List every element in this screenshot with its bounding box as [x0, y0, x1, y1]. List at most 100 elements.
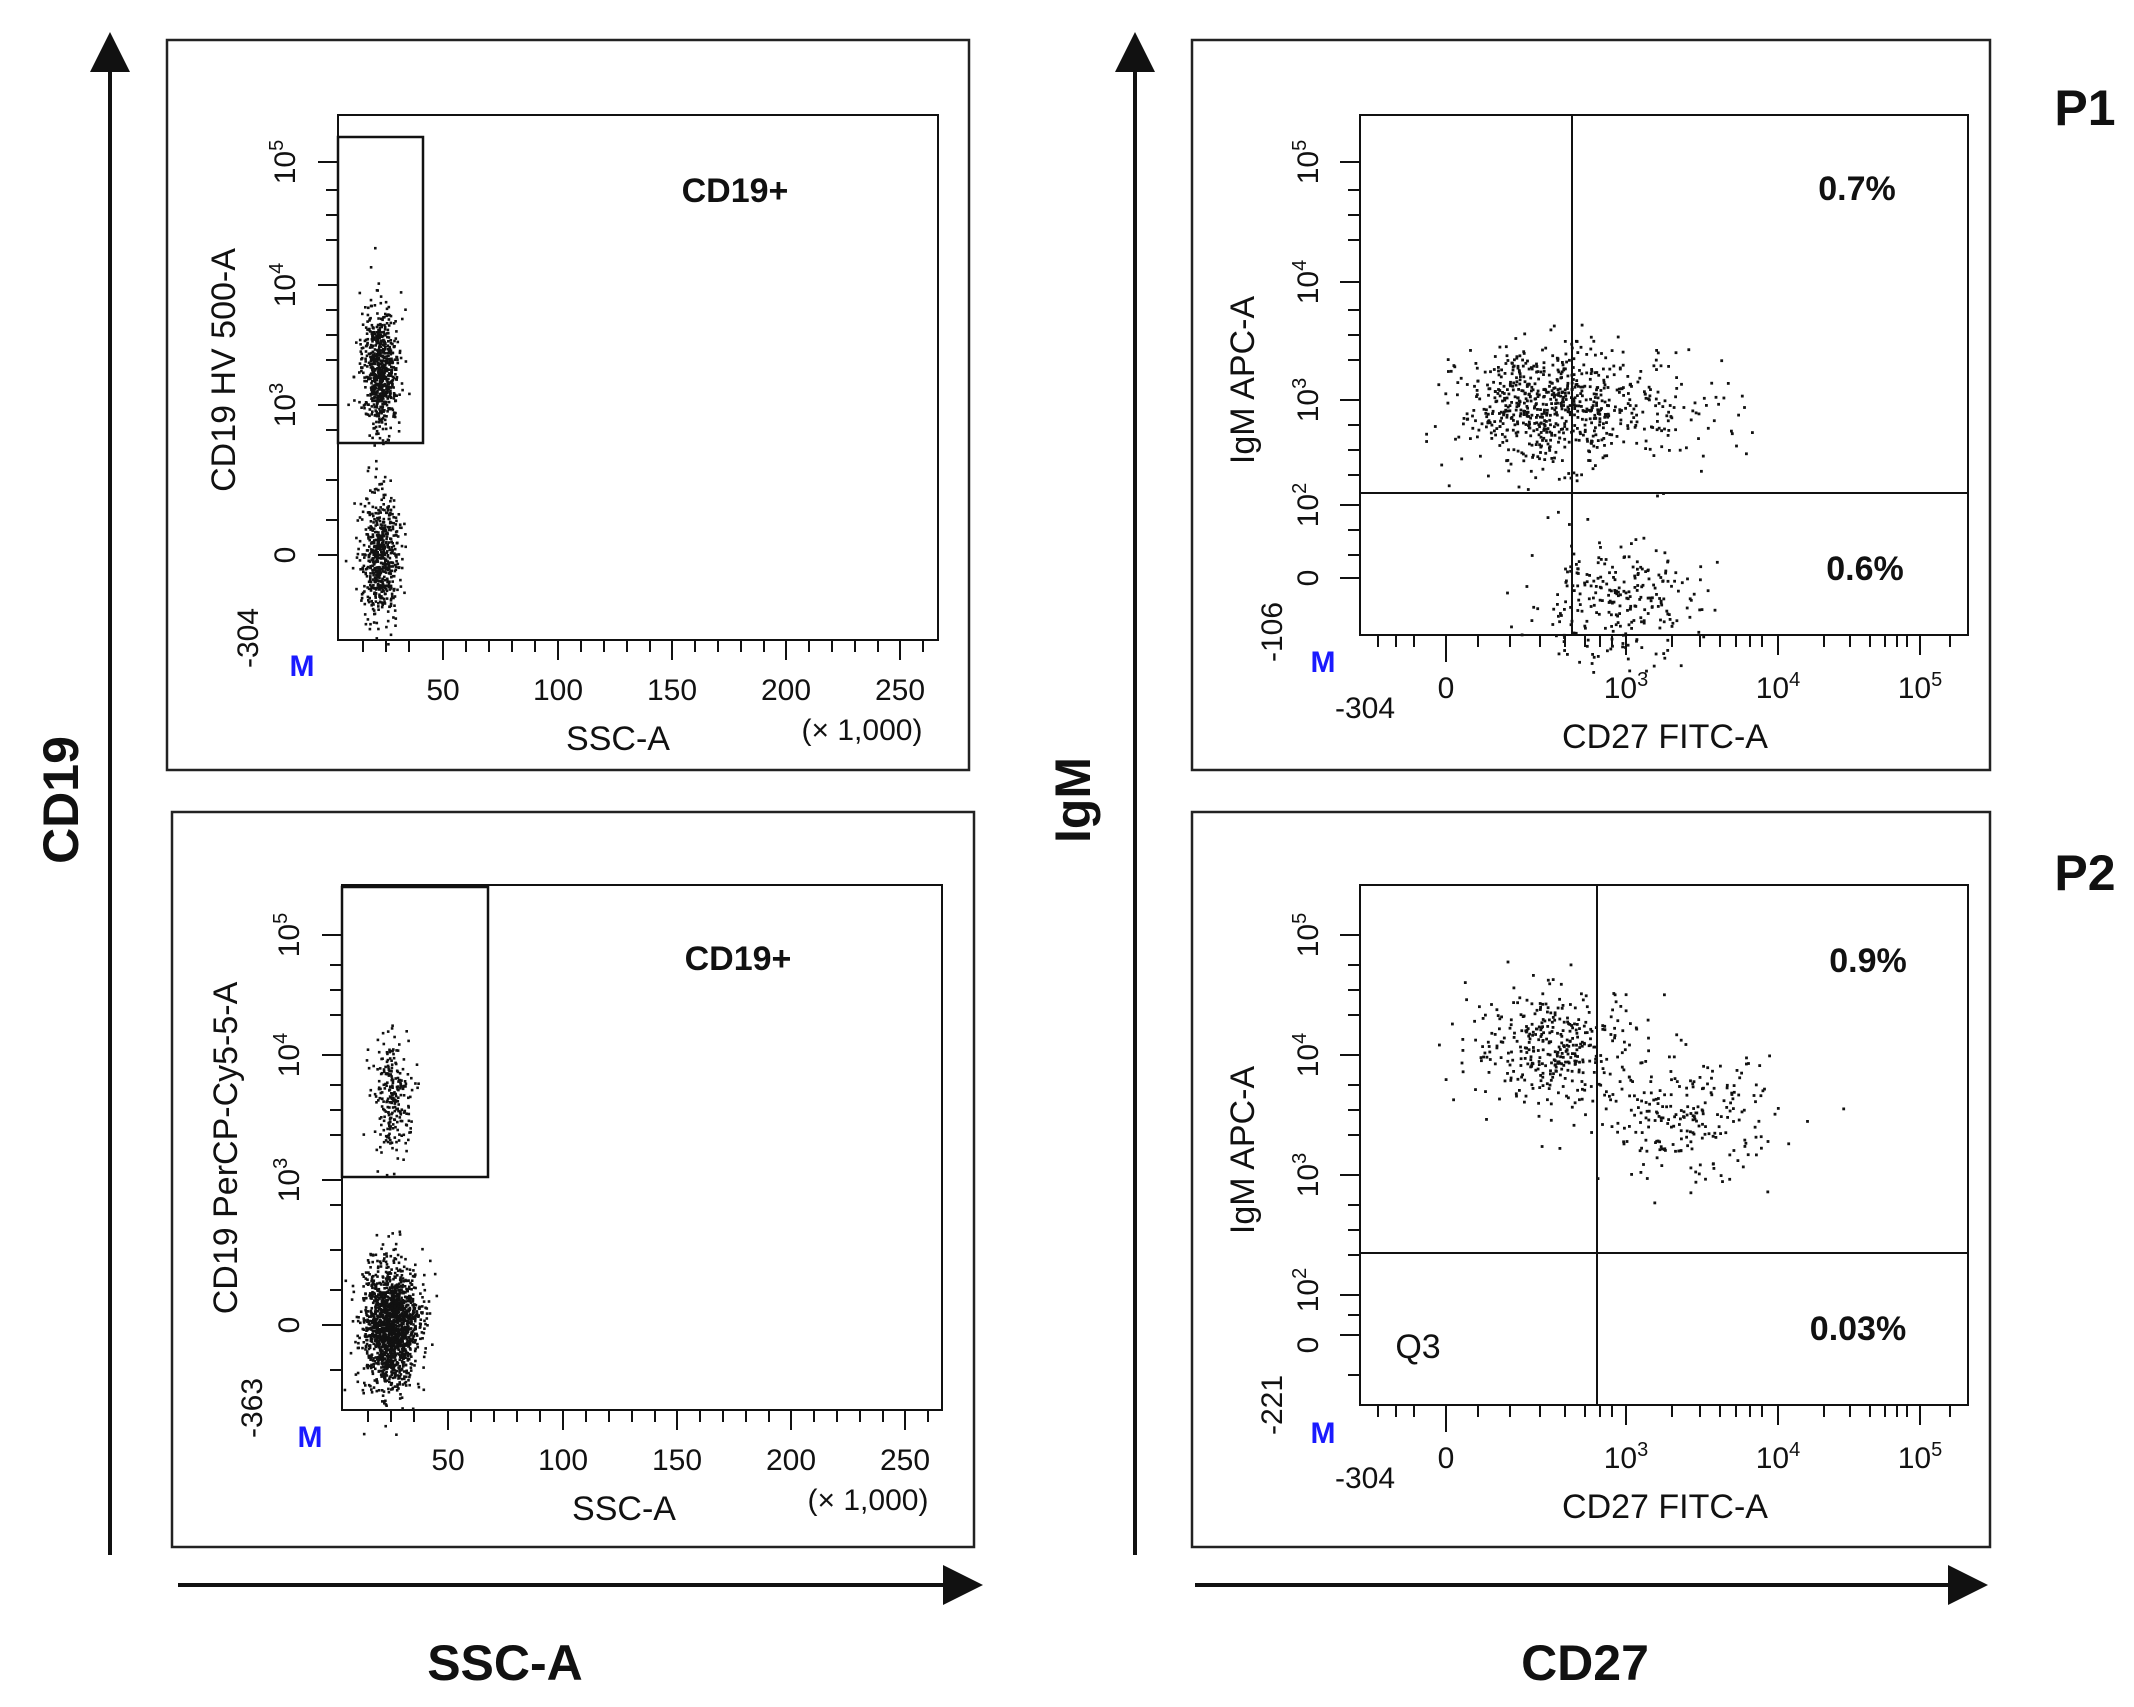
scatter-point — [1630, 1173, 1633, 1176]
scatter-point — [413, 1341, 417, 1344]
scatter-point — [1590, 406, 1594, 410]
scatter-point — [385, 537, 388, 541]
scatter-point — [1524, 1094, 1528, 1098]
scatter-point — [1635, 1027, 1639, 1031]
scatter-point — [375, 530, 378, 534]
scatter-point — [390, 1075, 393, 1078]
scatter-point — [383, 563, 386, 567]
scatter-point — [1631, 565, 1635, 569]
scatter-point — [388, 1117, 392, 1121]
scatter-point — [1576, 1055, 1579, 1058]
scatter-point — [1574, 438, 1578, 442]
scatter-point — [1507, 448, 1510, 452]
scatter-point — [1609, 647, 1613, 651]
scatter-point — [399, 1280, 403, 1284]
scatter-point — [360, 599, 363, 602]
scatter-point — [1552, 607, 1556, 611]
scatter-point — [421, 1247, 424, 1251]
scatter-point — [376, 401, 379, 405]
scatter-point — [394, 1062, 398, 1066]
scatter-point — [1591, 1099, 1595, 1103]
scatter-point — [364, 1344, 368, 1348]
scatter-point — [389, 339, 393, 342]
y-tick-label: -304 — [232, 608, 265, 668]
scatter-point — [1627, 392, 1630, 395]
scatter-point — [390, 569, 393, 573]
scatter-point — [1619, 545, 1623, 549]
scatter-point — [391, 1106, 395, 1109]
scatter-point — [409, 1127, 412, 1130]
scatter-point — [379, 381, 382, 385]
scatter-point — [1550, 1061, 1553, 1065]
scatter-point — [1614, 1000, 1618, 1004]
scatter-point — [395, 1293, 399, 1297]
scatter-point — [1452, 364, 1456, 367]
scatter-point — [375, 357, 378, 361]
scatter-point — [1647, 1125, 1650, 1129]
scatter-point — [374, 1345, 378, 1349]
scatter-point — [393, 1136, 397, 1139]
scatter-point — [1519, 1057, 1523, 1061]
scatter-point — [1605, 1090, 1608, 1094]
scatter-point — [387, 1235, 390, 1238]
scatter-point — [375, 1310, 379, 1313]
scatter-point — [390, 540, 393, 544]
scatter-point — [395, 1307, 399, 1311]
scatter-point — [389, 1329, 392, 1332]
scatter-point — [411, 1330, 415, 1333]
scatter-point — [1537, 1063, 1541, 1066]
scatter-point — [1654, 1097, 1658, 1101]
scatter-point — [378, 1329, 382, 1333]
scatter-point — [1531, 1087, 1535, 1090]
scatter-point — [1673, 579, 1676, 583]
scatter-point — [366, 511, 370, 514]
scatter-point — [1561, 1085, 1565, 1088]
scatter-point — [1522, 1014, 1526, 1018]
scatter-point — [1576, 409, 1580, 413]
scatter-point — [367, 526, 371, 530]
scatter-point — [395, 1140, 398, 1144]
scatter-point — [391, 1079, 395, 1082]
scatter-point — [1610, 442, 1613, 445]
scatter-point — [1525, 1051, 1529, 1054]
scatter-point — [1604, 626, 1607, 630]
scatter-point — [376, 355, 379, 359]
scatter-point — [364, 1292, 367, 1296]
scatter-point — [1565, 1094, 1568, 1098]
scatter-point — [365, 1335, 369, 1338]
scatter-point — [1697, 437, 1700, 440]
scatter-point — [363, 504, 367, 508]
scatter-point — [397, 1080, 400, 1083]
scatter-point — [396, 1157, 400, 1160]
scatter-point — [407, 1104, 410, 1108]
scatter-point — [1665, 1105, 1668, 1109]
scatter-point — [1622, 386, 1625, 389]
scatter-point — [370, 599, 373, 603]
scatter-point — [409, 1369, 413, 1372]
scatter-point — [384, 334, 387, 337]
scatter-point — [1668, 1055, 1671, 1059]
scatter-point — [375, 325, 379, 329]
scatter-point — [401, 1283, 405, 1287]
scatter-point — [1593, 413, 1597, 417]
scatter-point — [383, 418, 387, 422]
scatter-point — [370, 585, 373, 588]
scatter-point — [377, 547, 380, 551]
scatter-point — [379, 1323, 382, 1327]
scatter-point — [1563, 1077, 1567, 1080]
scatter-point — [399, 1393, 402, 1396]
scatter-point — [378, 553, 382, 557]
scatter-point — [400, 382, 404, 385]
scatter-point — [413, 1332, 417, 1336]
scatter-point — [384, 422, 387, 426]
scatter-point — [369, 1366, 373, 1370]
scatter-point — [1506, 1059, 1510, 1063]
scatter-point — [370, 1391, 374, 1394]
scatter-point — [376, 1259, 379, 1263]
scatter-point — [1573, 407, 1577, 410]
scatter-point — [1648, 398, 1651, 402]
scatter-point — [1716, 1113, 1719, 1116]
scatter-point — [1675, 387, 1679, 390]
scatter-point — [366, 328, 369, 331]
scatter-point — [364, 1348, 367, 1351]
